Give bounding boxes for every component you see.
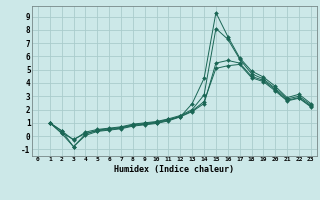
X-axis label: Humidex (Indice chaleur): Humidex (Indice chaleur) — [115, 165, 234, 174]
